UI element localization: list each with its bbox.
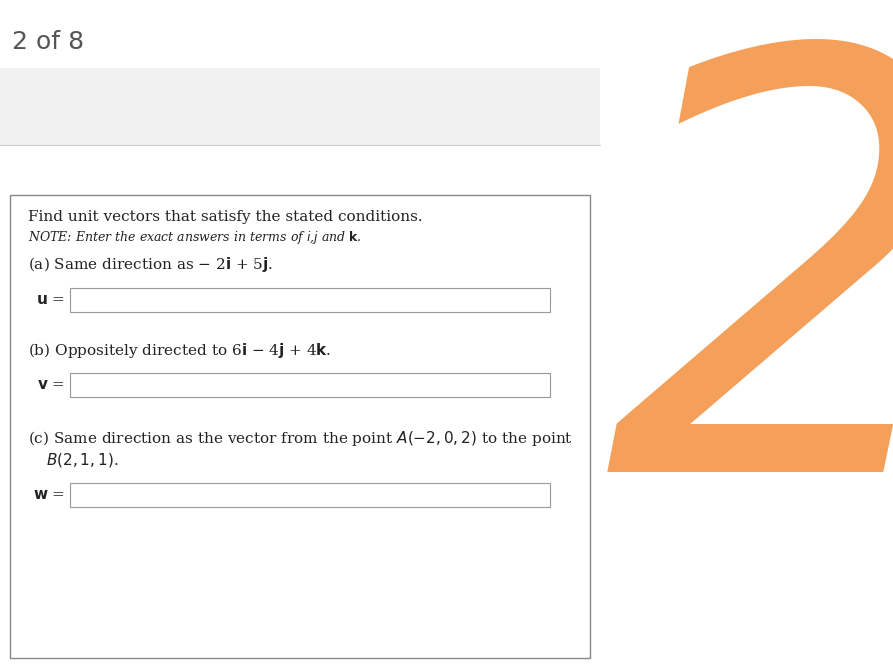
Text: (a) Same direction as $-$ 2$\mathbf{i}$ + 5$\mathbf{j}$.: (a) Same direction as $-$ 2$\mathbf{i}$ … (28, 256, 273, 274)
Text: $\mathbf{w}$ =: $\mathbf{w}$ = (33, 488, 65, 502)
Text: Find unit vectors that satisfy the stated conditions.: Find unit vectors that satisfy the state… (28, 210, 422, 224)
Text: $B(2, 1, 1)$.: $B(2, 1, 1)$. (46, 451, 119, 469)
Bar (0, 68, 600, 145)
Text: NOTE: Enter the exact answers in terms of $\it{i}$,$\it{j}$ and $\mathbf{k}$.: NOTE: Enter the exact answers in terms o… (28, 229, 362, 246)
Bar (10, 195, 590, 658)
Text: $\mathbf{v}$ =: $\mathbf{v}$ = (38, 378, 65, 392)
Text: (b) Oppositely directed to 6$\mathbf{i}$ $-$ 4$\mathbf{j}$ + 4$\mathbf{k}$.: (b) Oppositely directed to 6$\mathbf{i}$… (28, 340, 331, 360)
Text: 2: 2 (605, 28, 893, 592)
Text: 2 of 8: 2 of 8 (12, 30, 84, 54)
Text: $\mathbf{u}$ =: $\mathbf{u}$ = (37, 293, 65, 307)
Bar (70, 373, 550, 397)
Bar (70, 288, 550, 312)
Bar (70, 483, 550, 507)
Text: (c) Same direction as the vector from the point $A(-2, 0, 2)$ to the point: (c) Same direction as the vector from th… (28, 429, 573, 448)
